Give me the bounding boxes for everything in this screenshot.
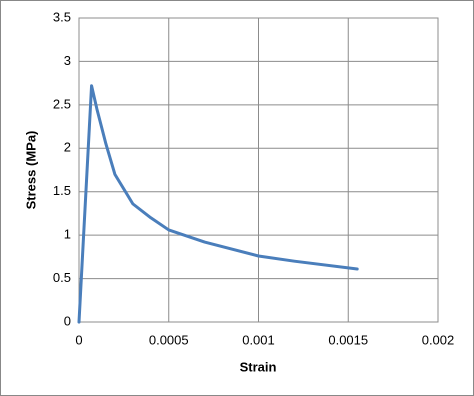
y-tick-label: 1.5 [53,183,71,198]
y-tick-label: 3 [64,53,71,68]
x-tick-label: 0.0005 [149,332,189,347]
data-line [77,84,359,324]
x-tick-label: 0 [75,332,82,347]
y-tick-label: 0.5 [53,270,71,285]
y-tick-label: 0 [64,313,71,328]
plot-area-border [78,17,439,323]
y-tick-label: 2.5 [53,96,71,111]
x-tick-label: 0.002 [422,332,455,347]
y-tick-label: 3.5 [53,9,71,24]
x-tick-label: 0.0015 [328,332,368,347]
y-axis-title: Stress (MPa) [23,131,38,210]
x-tick-label: 0.001 [242,332,275,347]
x-axis-title: Strain [240,359,277,374]
y-tick-label: 1 [64,227,71,242]
y-tick-label: 2 [64,140,71,155]
